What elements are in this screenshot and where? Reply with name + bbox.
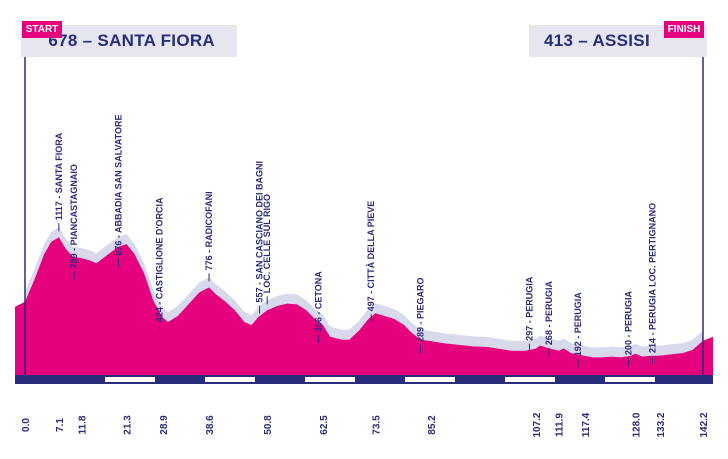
annotation-label: 268 - PERUGIA — [544, 281, 554, 346]
km-tick-label: 73.5 — [371, 415, 382, 435]
km-tick-label: 7.1 — [55, 418, 66, 432]
annotation-label: 192 - PERUGIA — [573, 292, 583, 357]
annotation-label: LOC. CELLE SUL RIGO — [262, 194, 272, 293]
annotation-label: 776 - RADICOFANI — [204, 191, 214, 270]
annotation-label: 1117 - SANTA FIORA — [54, 132, 64, 220]
km-tick-label: 111.9 — [555, 413, 566, 437]
km-band-segment — [605, 377, 655, 382]
km-tick-label: 50.8 — [263, 415, 274, 435]
km-tick-label: 0.0 — [21, 418, 32, 432]
km-tick-label: 28.9 — [159, 415, 170, 435]
km-tick-label: 21.3 — [123, 415, 134, 435]
km-tick-label: 107.2 — [532, 412, 543, 437]
start-flag-label: START — [25, 24, 59, 35]
annotation-label: 424 - CASTIGLIONE D'ORCIA — [154, 197, 164, 322]
finish-flag-badge: FINISH — [664, 21, 704, 38]
km-tick-label: 62.5 — [319, 415, 330, 435]
km-tick-label: 11.8 — [77, 415, 88, 434]
start-location-label: 678 – SANTA FIORA — [48, 31, 215, 50]
km-band-segment — [105, 377, 155, 382]
annotation-label: 289 - PIEGARO — [415, 277, 425, 342]
annotation-label: 876 - ABBADIA SAN SALVATORE — [113, 114, 123, 255]
km-band-segment — [205, 377, 255, 382]
km-tick-label: 85.2 — [427, 415, 438, 435]
annotation-label: 356 - CETONA — [314, 271, 324, 332]
annotation-label: 200 - PERUGIA — [624, 291, 634, 356]
finish-location-label: 413 – ASSISI — [544, 31, 650, 50]
annotation-label: 497 - CITTÀ DELLA PIEVE — [366, 201, 376, 312]
km-tick-label: 38.6 — [205, 415, 216, 435]
annotation-label: 557 - SAN CASCIANO DEI BAGNI — [255, 161, 265, 303]
km-band-segment — [405, 377, 455, 382]
annotation-label: 789 - PIANCASTAGNAIO — [69, 164, 79, 268]
km-band-segment — [305, 377, 355, 382]
km-tick-label: 117.4 — [581, 412, 592, 437]
km-band-segment — [505, 377, 555, 382]
km-tick-label: 128.0 — [631, 412, 642, 437]
start-flag-badge: START — [22, 21, 62, 38]
km-tick-label: 142.2 — [699, 412, 710, 437]
profile-elevation-area — [15, 237, 713, 375]
km-band-frame — [15, 375, 713, 384]
km-tick-label: 133.2 — [656, 412, 667, 437]
finish-flag-label: FINISH — [667, 24, 701, 35]
start-location-box: 678 – SANTA FIORA — [21, 25, 237, 57]
annotation-label: 297 - PERUGIA — [524, 276, 534, 341]
annotation-label: 214 - PERUGIA LOC. PERTIGNANO — [647, 203, 657, 353]
